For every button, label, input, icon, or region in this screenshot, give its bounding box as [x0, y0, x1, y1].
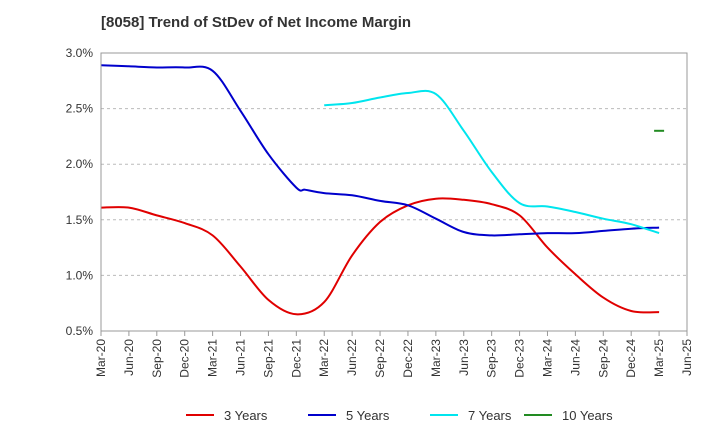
- x-tick-label: Jun-23: [457, 339, 471, 376]
- x-tick-label: Mar-20: [94, 339, 108, 377]
- x-tick-label: Mar-23: [429, 339, 443, 377]
- legend-label-3-years: 3 Years: [224, 408, 268, 423]
- x-tick-label: Dec-21: [289, 339, 303, 378]
- y-tick-label: 2.0%: [66, 157, 94, 171]
- x-tick-label: Sep-24: [596, 339, 610, 378]
- series-line-3-years: [100, 197, 660, 316]
- legend-label-5-years: 5 Years: [346, 408, 390, 423]
- y-tick-label: 1.0%: [66, 268, 94, 282]
- legend-label-10-years: 10 Years: [562, 408, 613, 423]
- x-tick-label: Mar-25: [652, 339, 666, 377]
- x-tick-label: Dec-24: [624, 339, 638, 378]
- x-tick-label: Dec-20: [178, 339, 192, 378]
- y-tick-label: 3.0%: [66, 46, 94, 60]
- x-tick-label: Jun-21: [234, 339, 248, 376]
- x-tick-label: Dec-23: [513, 339, 527, 378]
- series-line-5-years: [100, 64, 660, 237]
- y-tick-label: 2.5%: [66, 102, 94, 116]
- y-axis: 0.5% 1.0% 1.5% 2.0% 2.5% 3.0%: [66, 46, 94, 338]
- x-tick-label: Jun-24: [568, 339, 582, 376]
- legend: 3 Years 5 Years 7 Years 10 Years: [186, 408, 613, 423]
- y-tick-label: 1.5%: [66, 213, 94, 227]
- x-tick-label: Jun-20: [122, 339, 136, 376]
- x-axis: Mar-20 Jun-20 Sep-20 Dec-20 Mar-21 Jun-21 Sep-…: [94, 331, 694, 378]
- x-tick-label: Jun-22: [345, 339, 359, 376]
- x-tick-label: Dec-22: [401, 339, 415, 378]
- x-tick-label: Mar-24: [540, 339, 554, 377]
- chart-title: [8058] Trend of StDev of Net Income Marg…: [101, 14, 412, 31]
- x-tick-label: Mar-21: [206, 339, 220, 377]
- series-line-7-years: [324, 89, 660, 235]
- legend-label-7-years: 7 Years: [468, 408, 512, 423]
- series-lines: [100, 64, 665, 316]
- x-tick-label: Sep-21: [261, 339, 275, 378]
- x-tick-label: Sep-22: [373, 339, 387, 378]
- x-tick-label: Mar-22: [317, 339, 331, 377]
- x-tick-label: Sep-23: [485, 339, 499, 378]
- y-tick-label: 0.5%: [66, 324, 94, 338]
- plot-frame: [100, 52, 688, 332]
- x-tick-label: Jun-25: [680, 339, 694, 376]
- x-tick-label: Sep-20: [150, 339, 164, 378]
